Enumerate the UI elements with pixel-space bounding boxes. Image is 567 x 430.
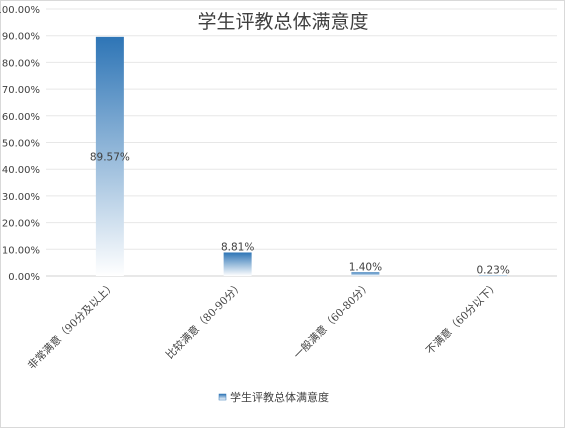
y-tick-label: 90.00% — [2, 32, 40, 43]
y-tick-label: 20.00% — [2, 219, 40, 230]
legend-label: 学生评教总体满意度 — [230, 390, 329, 404]
legend-swatch — [218, 393, 227, 401]
category-label: 一般满意（60-80分） — [291, 279, 374, 362]
y-tick-label: 10.00% — [2, 245, 40, 256]
x-axis-categories: 非常满意（90分及以上） 比较满意（80-90分） 一般满意（60-80分） 不满意（… — [25, 279, 501, 372]
chart-title: 学生评教总体满意度 — [197, 11, 368, 33]
y-tick-label: 60.00% — [2, 112, 40, 123]
y-axis-ticks: 0.00% 10.00% 20.00% 30.00% 40.00% 50.00% 60.00… — [0, 5, 40, 283]
bar — [95, 36, 124, 276]
category-label: 不满意（60分以下） — [423, 279, 501, 357]
data-label: 0.23% — [476, 264, 509, 276]
category-label: 比较满意（80-90分） — [163, 279, 246, 362]
gridlines — [46, 8, 557, 277]
data-labels: 89.57% 8.81% 1.40% 0.23% — [90, 151, 510, 276]
y-tick-label: 0.00% — [8, 272, 40, 283]
y-tick-label: 100.00% — [0, 5, 40, 16]
data-label: 89.57% — [90, 151, 130, 163]
y-tick-label: 50.00% — [2, 139, 40, 150]
y-tick-label: 40.00% — [2, 165, 40, 176]
category-label: 非常满意（90分及以上） — [25, 279, 118, 372]
y-tick-label: 30.00% — [2, 192, 40, 203]
bars — [95, 36, 508, 276]
y-tick-label: 80.00% — [2, 58, 40, 69]
bar — [223, 252, 252, 276]
y-tick-label: 70.00% — [2, 85, 40, 96]
data-label: 1.40% — [349, 261, 382, 273]
legend: 学生评教总体满意度 — [218, 390, 329, 404]
data-label: 8.81% — [221, 241, 254, 253]
bar — [351, 272, 380, 276]
bar — [479, 275, 508, 276]
